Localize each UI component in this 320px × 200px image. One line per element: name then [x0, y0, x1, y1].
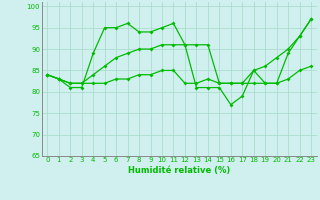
X-axis label: Humidité relative (%): Humidité relative (%)	[128, 166, 230, 175]
